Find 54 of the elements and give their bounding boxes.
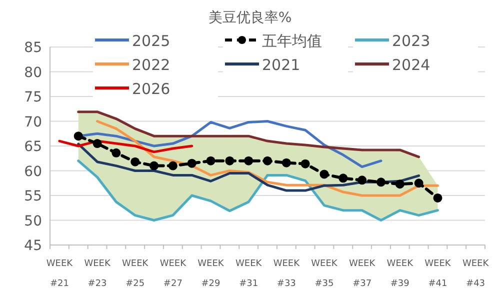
point xyxy=(206,156,216,166)
legend-label: 2024 xyxy=(392,56,430,74)
y-tick-label: 70 xyxy=(24,114,42,130)
point xyxy=(74,132,83,141)
y-tick-label: 55 xyxy=(24,188,42,204)
x-tick-label: WEEK #33 xyxy=(273,259,301,289)
x-tick-label: WEEK #39 xyxy=(386,259,414,289)
point xyxy=(282,158,291,168)
y-tick-label: 80 xyxy=(24,64,42,81)
y-tick-label: 60 xyxy=(24,164,42,180)
point xyxy=(414,178,424,188)
point xyxy=(130,157,140,166)
point xyxy=(338,174,348,183)
point xyxy=(92,139,102,148)
x-tick-label: WEEK #41 xyxy=(424,259,452,289)
x-tick-label: WEEK #23 xyxy=(84,259,112,289)
x-tick-label: WEEK #25 xyxy=(122,259,150,289)
x-tick-label: WEEK #43 xyxy=(462,259,490,289)
legend-label: 2021 xyxy=(262,56,300,74)
point xyxy=(168,161,178,170)
point xyxy=(187,158,196,168)
chart-title: 美豆优良率% xyxy=(208,10,292,26)
point xyxy=(320,170,329,179)
x-tick-label: WEEK #31 xyxy=(235,259,263,289)
legend-label: 2026 xyxy=(132,80,170,98)
line-series xyxy=(77,142,420,192)
line-series xyxy=(77,160,439,222)
point xyxy=(263,156,272,166)
y-tick-label: 85 xyxy=(24,40,42,56)
x-tick-label: WEEK #21 xyxy=(46,259,74,289)
line-series xyxy=(96,120,439,197)
line-series xyxy=(77,110,420,158)
point xyxy=(376,178,386,187)
y-tick-label: 45 xyxy=(24,238,42,254)
line-series xyxy=(58,140,194,154)
x-tick-label: WEEK #29 xyxy=(198,259,225,289)
point xyxy=(300,159,310,168)
legend-label: 2025 xyxy=(132,32,170,50)
y-tick-label: 75 xyxy=(24,90,42,106)
legend-label: 五年均值 xyxy=(262,32,322,50)
point xyxy=(225,156,234,166)
point xyxy=(150,161,159,170)
point xyxy=(433,193,442,202)
x-tick-label: WEEK #35 xyxy=(311,259,338,289)
y-tick-label: 65 xyxy=(24,139,42,155)
legend-label: 2022 xyxy=(132,56,170,74)
x-tick-label: WEEK #37 xyxy=(348,259,376,289)
y-tick-label: 50 xyxy=(24,213,42,230)
x-tick-label: WEEK #27 xyxy=(160,259,188,289)
point xyxy=(358,176,367,185)
point xyxy=(395,180,404,189)
point xyxy=(244,156,254,166)
point xyxy=(112,148,121,158)
legend-label: 2023 xyxy=(392,32,430,50)
